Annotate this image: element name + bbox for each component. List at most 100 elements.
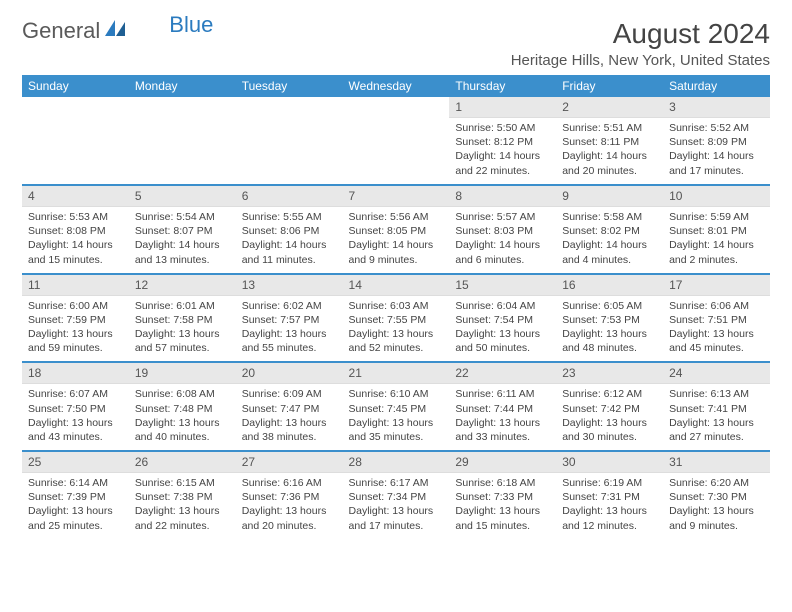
day-body: Sunrise: 6:06 AMSunset: 7:51 PMDaylight:…: [663, 296, 770, 362]
day-number: 15: [449, 275, 556, 296]
day-number: 30: [556, 452, 663, 473]
day-cell-12: 12Sunrise: 6:01 AMSunset: 7:58 PMDayligh…: [129, 274, 236, 363]
day-body: Sunrise: 6:16 AMSunset: 7:36 PMDaylight:…: [236, 473, 343, 539]
day-number: 22: [449, 363, 556, 384]
day-cell-14: 14Sunrise: 6:03 AMSunset: 7:55 PMDayligh…: [343, 274, 450, 363]
logo-sail-icon: [105, 20, 127, 43]
day-cell-28: 28Sunrise: 6:17 AMSunset: 7:34 PMDayligh…: [343, 451, 450, 539]
day-header-sunday: Sunday: [22, 75, 129, 97]
day-body: Sunrise: 6:18 AMSunset: 7:33 PMDaylight:…: [449, 473, 556, 539]
calendar-row: 11Sunrise: 6:00 AMSunset: 7:59 PMDayligh…: [22, 274, 770, 363]
day-number: 20: [236, 363, 343, 384]
day-body: Sunrise: 6:12 AMSunset: 7:42 PMDaylight:…: [556, 384, 663, 450]
day-body: Sunrise: 5:56 AMSunset: 8:05 PMDaylight:…: [343, 207, 450, 273]
day-header-saturday: Saturday: [663, 75, 770, 97]
calendar-row: 18Sunrise: 6:07 AMSunset: 7:50 PMDayligh…: [22, 362, 770, 451]
day-number: 26: [129, 452, 236, 473]
day-body: Sunrise: 6:14 AMSunset: 7:39 PMDaylight:…: [22, 473, 129, 539]
day-header-tuesday: Tuesday: [236, 75, 343, 97]
day-header-row: SundayMondayTuesdayWednesdayThursdayFrid…: [22, 75, 770, 97]
empty-cell: [343, 97, 450, 185]
day-number: 29: [449, 452, 556, 473]
day-cell-18: 18Sunrise: 6:07 AMSunset: 7:50 PMDayligh…: [22, 362, 129, 451]
day-number: 31: [663, 452, 770, 473]
month-title: August 2024: [511, 18, 770, 50]
day-body: Sunrise: 6:05 AMSunset: 7:53 PMDaylight:…: [556, 296, 663, 362]
empty-cell: [22, 97, 129, 185]
day-body: Sunrise: 6:04 AMSunset: 7:54 PMDaylight:…: [449, 296, 556, 362]
day-number: 7: [343, 186, 450, 207]
day-body: Sunrise: 6:17 AMSunset: 7:34 PMDaylight:…: [343, 473, 450, 539]
day-number: 21: [343, 363, 450, 384]
day-number: 23: [556, 363, 663, 384]
day-body: Sunrise: 5:57 AMSunset: 8:03 PMDaylight:…: [449, 207, 556, 273]
day-body: Sunrise: 6:20 AMSunset: 7:30 PMDaylight:…: [663, 473, 770, 539]
day-cell-21: 21Sunrise: 6:10 AMSunset: 7:45 PMDayligh…: [343, 362, 450, 451]
day-cell-5: 5Sunrise: 5:54 AMSunset: 8:07 PMDaylight…: [129, 185, 236, 274]
day-number: 13: [236, 275, 343, 296]
day-number: 16: [556, 275, 663, 296]
day-body: Sunrise: 5:54 AMSunset: 8:07 PMDaylight:…: [129, 207, 236, 273]
day-number: 12: [129, 275, 236, 296]
day-body: Sunrise: 5:58 AMSunset: 8:02 PMDaylight:…: [556, 207, 663, 273]
day-cell-13: 13Sunrise: 6:02 AMSunset: 7:57 PMDayligh…: [236, 274, 343, 363]
calendar-row: 4Sunrise: 5:53 AMSunset: 8:08 PMDaylight…: [22, 185, 770, 274]
day-cell-3: 3Sunrise: 5:52 AMSunset: 8:09 PMDaylight…: [663, 97, 770, 185]
day-body: Sunrise: 5:50 AMSunset: 8:12 PMDaylight:…: [449, 118, 556, 184]
day-cell-16: 16Sunrise: 6:05 AMSunset: 7:53 PMDayligh…: [556, 274, 663, 363]
day-cell-7: 7Sunrise: 5:56 AMSunset: 8:05 PMDaylight…: [343, 185, 450, 274]
day-number: 5: [129, 186, 236, 207]
day-number: 28: [343, 452, 450, 473]
day-cell-22: 22Sunrise: 6:11 AMSunset: 7:44 PMDayligh…: [449, 362, 556, 451]
day-body: Sunrise: 6:02 AMSunset: 7:57 PMDaylight:…: [236, 296, 343, 362]
header: General Blue August 2024 Heritage Hills,…: [22, 18, 770, 69]
day-cell-23: 23Sunrise: 6:12 AMSunset: 7:42 PMDayligh…: [556, 362, 663, 451]
day-cell-8: 8Sunrise: 5:57 AMSunset: 8:03 PMDaylight…: [449, 185, 556, 274]
day-cell-29: 29Sunrise: 6:18 AMSunset: 7:33 PMDayligh…: [449, 451, 556, 539]
day-number: 25: [22, 452, 129, 473]
day-number: 8: [449, 186, 556, 207]
day-cell-10: 10Sunrise: 5:59 AMSunset: 8:01 PMDayligh…: [663, 185, 770, 274]
day-body: Sunrise: 5:59 AMSunset: 8:01 PMDaylight:…: [663, 207, 770, 273]
day-body: Sunrise: 6:00 AMSunset: 7:59 PMDaylight:…: [22, 296, 129, 362]
day-number: 18: [22, 363, 129, 384]
logo-word-general: General: [22, 18, 100, 44]
day-body: Sunrise: 6:15 AMSunset: 7:38 PMDaylight:…: [129, 473, 236, 539]
day-number: 19: [129, 363, 236, 384]
day-number: 9: [556, 186, 663, 207]
day-cell-6: 6Sunrise: 5:55 AMSunset: 8:06 PMDaylight…: [236, 185, 343, 274]
day-body: Sunrise: 6:19 AMSunset: 7:31 PMDaylight:…: [556, 473, 663, 539]
day-header-wednesday: Wednesday: [343, 75, 450, 97]
day-cell-2: 2Sunrise: 5:51 AMSunset: 8:11 PMDaylight…: [556, 97, 663, 185]
day-number: 2: [556, 97, 663, 118]
day-body: Sunrise: 6:07 AMSunset: 7:50 PMDaylight:…: [22, 384, 129, 450]
day-body: Sunrise: 6:11 AMSunset: 7:44 PMDaylight:…: [449, 384, 556, 450]
title-block: August 2024 Heritage Hills, New York, Un…: [511, 18, 770, 69]
calendar-row: 1Sunrise: 5:50 AMSunset: 8:12 PMDaylight…: [22, 97, 770, 185]
day-number: 11: [22, 275, 129, 296]
day-body: Sunrise: 5:55 AMSunset: 8:06 PMDaylight:…: [236, 207, 343, 273]
calendar-body: 1Sunrise: 5:50 AMSunset: 8:12 PMDaylight…: [22, 97, 770, 539]
logo: General Blue: [22, 18, 213, 44]
day-body: Sunrise: 6:01 AMSunset: 7:58 PMDaylight:…: [129, 296, 236, 362]
day-number: 1: [449, 97, 556, 118]
day-cell-26: 26Sunrise: 6:15 AMSunset: 7:38 PMDayligh…: [129, 451, 236, 539]
day-cell-17: 17Sunrise: 6:06 AMSunset: 7:51 PMDayligh…: [663, 274, 770, 363]
day-header-thursday: Thursday: [449, 75, 556, 97]
day-cell-11: 11Sunrise: 6:00 AMSunset: 7:59 PMDayligh…: [22, 274, 129, 363]
day-body: Sunrise: 5:53 AMSunset: 8:08 PMDaylight:…: [22, 207, 129, 273]
day-number: 10: [663, 186, 770, 207]
day-cell-25: 25Sunrise: 6:14 AMSunset: 7:39 PMDayligh…: [22, 451, 129, 539]
empty-cell: [236, 97, 343, 185]
calendar-table: SundayMondayTuesdayWednesdayThursdayFrid…: [22, 75, 770, 539]
day-cell-19: 19Sunrise: 6:08 AMSunset: 7:48 PMDayligh…: [129, 362, 236, 451]
day-body: Sunrise: 6:09 AMSunset: 7:47 PMDaylight:…: [236, 384, 343, 450]
day-body: Sunrise: 6:10 AMSunset: 7:45 PMDaylight:…: [343, 384, 450, 450]
empty-cell: [129, 97, 236, 185]
day-cell-27: 27Sunrise: 6:16 AMSunset: 7:36 PMDayligh…: [236, 451, 343, 539]
day-cell-15: 15Sunrise: 6:04 AMSunset: 7:54 PMDayligh…: [449, 274, 556, 363]
day-cell-4: 4Sunrise: 5:53 AMSunset: 8:08 PMDaylight…: [22, 185, 129, 274]
day-number: 3: [663, 97, 770, 118]
day-cell-31: 31Sunrise: 6:20 AMSunset: 7:30 PMDayligh…: [663, 451, 770, 539]
day-number: 14: [343, 275, 450, 296]
